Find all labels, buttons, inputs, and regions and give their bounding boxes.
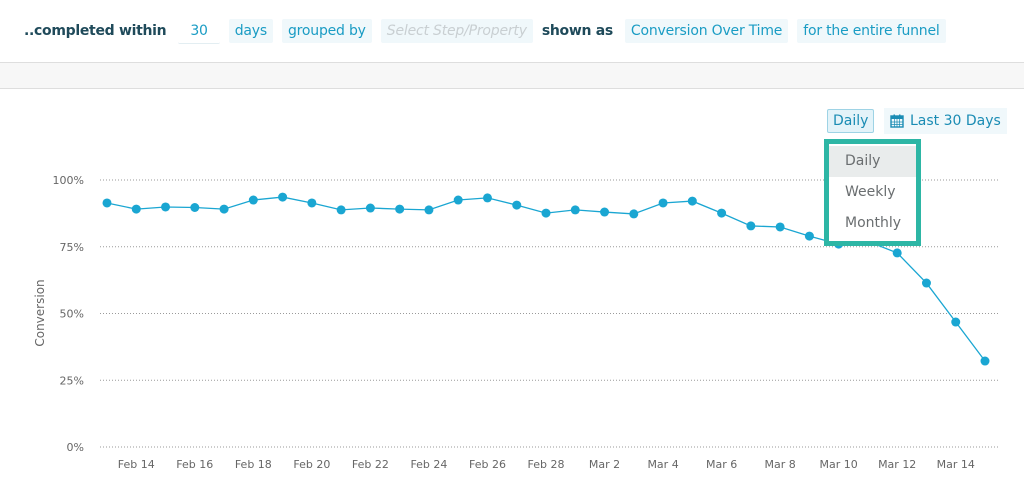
y-tick-label: 75% bbox=[60, 241, 84, 254]
grouped-by-selector[interactable]: grouped by bbox=[281, 19, 372, 43]
granularity-button[interactable]: Daily bbox=[827, 109, 875, 133]
data-point[interactable] bbox=[717, 208, 727, 218]
scope-selector[interactable]: for the entire funnel bbox=[797, 19, 946, 43]
data-point[interactable] bbox=[395, 204, 405, 214]
dropdown-option-weekly[interactable]: Weekly bbox=[845, 184, 896, 200]
data-point[interactable] bbox=[775, 222, 785, 232]
data-point[interactable] bbox=[804, 231, 814, 241]
data-point[interactable] bbox=[570, 205, 580, 215]
x-tick-label: Feb 28 bbox=[528, 458, 565, 471]
data-point[interactable] bbox=[336, 205, 346, 215]
data-point[interactable] bbox=[980, 356, 990, 366]
x-tick-label: Feb 18 bbox=[235, 458, 272, 471]
y-tick-label: 25% bbox=[60, 374, 84, 387]
y-tick-label: 0% bbox=[67, 441, 84, 454]
x-tick-label: Feb 26 bbox=[469, 458, 506, 471]
date-range-label: Last 30 Days bbox=[910, 113, 1001, 129]
data-point[interactable] bbox=[278, 192, 288, 202]
shown-as-label: shown as bbox=[541, 23, 613, 39]
data-point[interactable] bbox=[629, 209, 639, 219]
data-point[interactable] bbox=[131, 204, 141, 214]
x-tick-label: Feb 24 bbox=[410, 458, 447, 471]
y-tick-label: 100% bbox=[53, 174, 84, 187]
data-point[interactable] bbox=[746, 221, 756, 231]
granularity-dropdown: Daily Weekly Monthly bbox=[824, 139, 921, 246]
data-point[interactable] bbox=[248, 195, 258, 205]
data-point[interactable] bbox=[512, 200, 522, 210]
x-tick-label: Mar 2 bbox=[589, 458, 620, 471]
data-point[interactable] bbox=[161, 202, 171, 212]
data-point[interactable] bbox=[921, 278, 931, 288]
y-tick-label: 50% bbox=[60, 308, 84, 321]
days-input[interactable]: 30 bbox=[178, 18, 220, 44]
completed-within-label: ..completed within bbox=[24, 23, 167, 39]
x-tick-label: Mar 12 bbox=[878, 458, 916, 471]
data-point[interactable] bbox=[687, 196, 697, 206]
data-point[interactable] bbox=[307, 198, 317, 208]
data-point[interactable] bbox=[482, 193, 492, 203]
x-tick-label: Feb 16 bbox=[176, 458, 213, 471]
data-point[interactable] bbox=[892, 248, 902, 258]
x-tick-label: Feb 14 bbox=[118, 458, 155, 471]
x-tick-label: Feb 20 bbox=[293, 458, 330, 471]
data-point[interactable] bbox=[453, 195, 463, 205]
x-tick-label: Mar 10 bbox=[820, 458, 858, 471]
data-point[interactable] bbox=[658, 198, 668, 208]
x-tick-label: Mar 6 bbox=[706, 458, 737, 471]
data-point[interactable] bbox=[600, 207, 610, 217]
shown-as-selector[interactable]: Conversion Over Time bbox=[624, 19, 789, 43]
calendar-icon bbox=[890, 114, 904, 128]
x-tick-label: Mar 4 bbox=[647, 458, 678, 471]
date-range-button[interactable]: Last 30 Days bbox=[884, 108, 1007, 134]
data-point[interactable] bbox=[365, 203, 375, 213]
data-point[interactable] bbox=[951, 317, 961, 327]
data-point[interactable] bbox=[219, 204, 229, 214]
data-point[interactable] bbox=[541, 208, 551, 218]
y-axis-label: Conversion bbox=[33, 279, 47, 346]
x-tick-label: Mar 14 bbox=[937, 458, 975, 471]
x-tick-label: Mar 8 bbox=[765, 458, 796, 471]
x-tick-label: Feb 22 bbox=[352, 458, 389, 471]
divider-band bbox=[0, 62, 1024, 89]
data-point[interactable] bbox=[190, 203, 200, 213]
dropdown-option-monthly[interactable]: Monthly bbox=[845, 215, 902, 231]
dropdown-option-daily[interactable]: Daily bbox=[829, 146, 916, 177]
data-point[interactable] bbox=[424, 205, 434, 215]
group-step-property-select[interactable]: Select Step/Property bbox=[380, 19, 533, 43]
funnel-filter-bar: ..completed within 30 days grouped by Se… bbox=[0, 0, 1024, 62]
days-unit-selector[interactable]: days bbox=[228, 19, 273, 43]
data-point[interactable] bbox=[102, 198, 112, 208]
